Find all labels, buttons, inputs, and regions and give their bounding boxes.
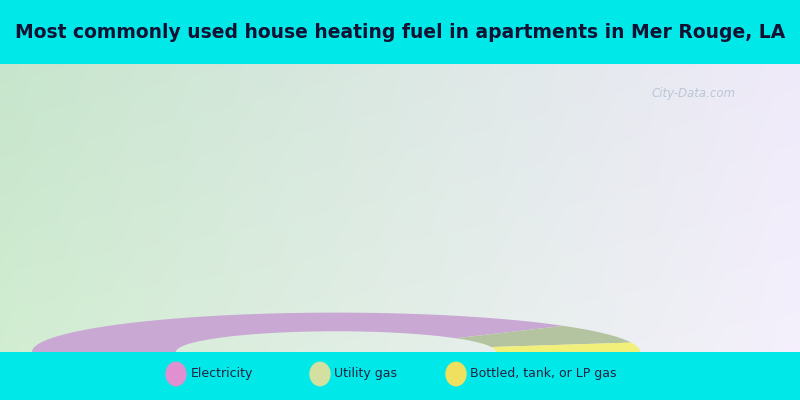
Polygon shape <box>491 342 640 352</box>
Ellipse shape <box>310 362 330 386</box>
Polygon shape <box>32 313 563 352</box>
Text: Electricity: Electricity <box>190 368 253 380</box>
Ellipse shape <box>166 362 186 386</box>
Polygon shape <box>456 326 631 347</box>
Text: Utility gas: Utility gas <box>334 368 398 380</box>
Text: Most commonly used house heating fuel in apartments in Mer Rouge, LA: Most commonly used house heating fuel in… <box>15 22 785 42</box>
Text: City-Data.com: City-Data.com <box>652 87 736 100</box>
Ellipse shape <box>446 362 466 386</box>
Text: Bottled, tank, or LP gas: Bottled, tank, or LP gas <box>470 368 617 380</box>
